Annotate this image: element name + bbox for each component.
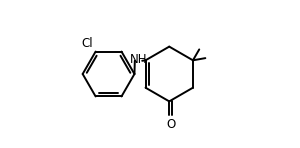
Text: NH: NH <box>130 53 147 66</box>
Text: Cl: Cl <box>82 37 93 50</box>
Text: O: O <box>166 118 175 131</box>
